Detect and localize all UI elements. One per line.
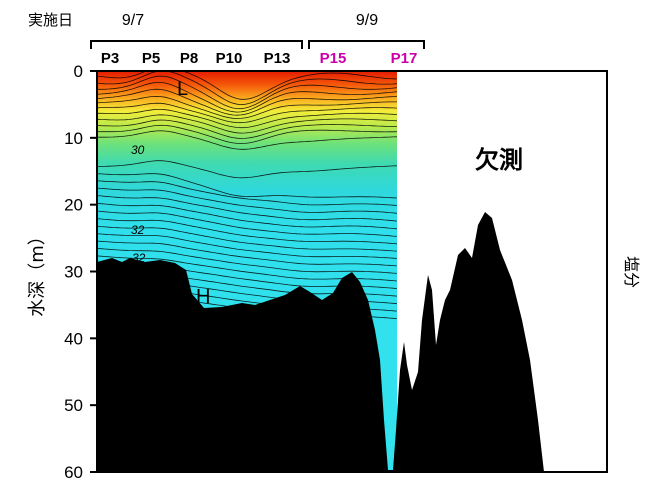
- contour-label-32: 32: [131, 223, 145, 237]
- survey-date-header: 実施日: [28, 11, 73, 29]
- contour-line: [97, 233, 397, 259]
- date-label-1: 9/9: [356, 12, 378, 29]
- date-bracket-1: [308, 40, 425, 49]
- station-label-p13: P13: [264, 50, 291, 67]
- contour-line: [97, 82, 397, 113]
- station-label-p17: P17: [391, 50, 418, 67]
- y-tick-label-40: 40: [64, 329, 83, 348]
- contour-line: [97, 114, 397, 134]
- contour-line: [97, 71, 397, 100]
- contour-label-30: 30: [131, 143, 145, 157]
- y-tick-label-0: 0: [74, 62, 83, 81]
- station-label-p8: P8: [180, 50, 198, 67]
- contour-label-32-lower: 32: [132, 251, 146, 265]
- station-label-p5: P5: [142, 50, 160, 67]
- y-axis-label: 水深（m）: [27, 227, 48, 317]
- station-label-p3: P3: [101, 50, 119, 67]
- missing-data-label: 欠測: [475, 146, 523, 174]
- contour-line: [97, 102, 397, 124]
- low-salinity-marker: L: [177, 78, 188, 100]
- station-label-p10: P10: [216, 50, 243, 67]
- contour-line: [97, 160, 397, 179]
- high-salinity-marker: H: [196, 286, 210, 308]
- contour-line: [97, 95, 397, 120]
- contour-line: [97, 225, 397, 252]
- seabed-profile: [97, 212, 544, 472]
- contour-line: [97, 173, 397, 199]
- y-tick-label-30: 30: [64, 263, 83, 282]
- date-bracket-0: [90, 40, 303, 49]
- contour-line: [97, 180, 397, 206]
- y-tick-label-60: 60: [64, 463, 83, 481]
- contour-line: [97, 240, 397, 267]
- contour-line: [97, 88, 397, 116]
- date-groups: 9/7 P3 P5 P8 P10 P13 9/9 P15 P17: [90, 12, 425, 67]
- y-tick-label-50: 50: [64, 396, 83, 415]
- contour-line: [97, 248, 397, 274]
- station-label-p15: P15: [320, 50, 347, 67]
- contour-line: [97, 187, 397, 214]
- y-tick-label-10: 10: [64, 129, 83, 148]
- contour-line: [97, 218, 397, 245]
- date-label-0: 9/7: [122, 12, 144, 29]
- contour-line: [97, 75, 397, 110]
- contour-line: [97, 202, 397, 230]
- contour-line: [97, 130, 397, 150]
- contour-line: [97, 119, 397, 139]
- contour-line: [97, 124, 397, 145]
- y-tick-label-20: 20: [64, 196, 83, 215]
- contour-line: [97, 195, 397, 222]
- y-axis: 0 10 20 30 40 50 60: [64, 62, 97, 481]
- contour-line: [97, 210, 397, 237]
- colorbar-label: 塩分: [622, 256, 641, 288]
- contour-line: [97, 71, 397, 106]
- contour-line: [97, 109, 397, 129]
